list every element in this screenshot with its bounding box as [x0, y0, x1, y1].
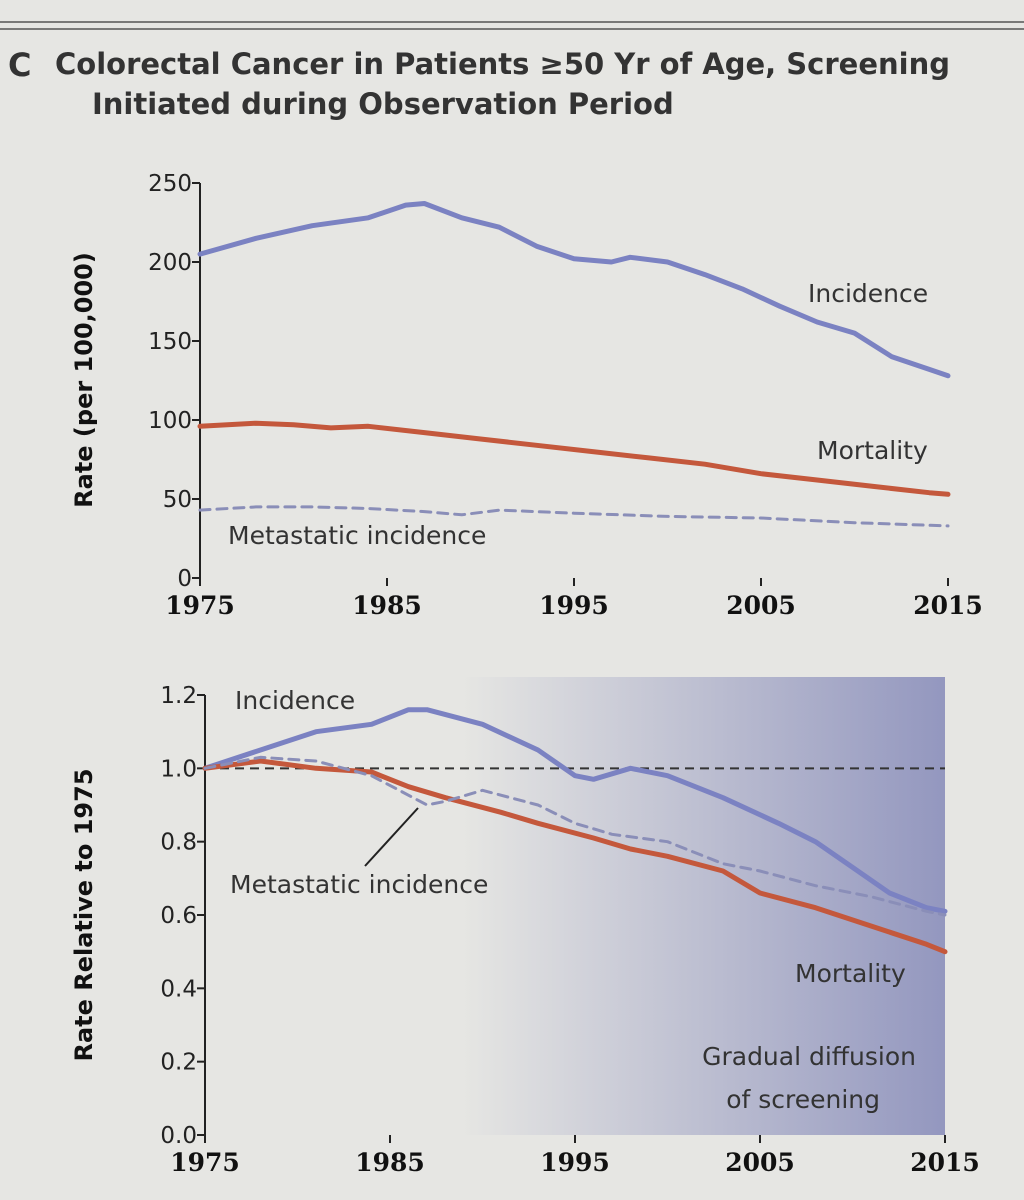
y-axis-label: Rate (per 100,000) [70, 252, 98, 508]
x-tick-label: 1985 [352, 591, 422, 620]
y-tick-label: 0.6 [160, 903, 197, 929]
y-tick-label: 0.4 [160, 976, 197, 1002]
label-mortality: Mortality [817, 436, 928, 465]
shaded-label-line2: of screening [726, 1085, 880, 1114]
series-line-incidence [197, 201, 951, 379]
x-tick-label: 2015 [913, 591, 983, 620]
y-tick-label: 0.8 [160, 830, 197, 856]
series-line-incidence [202, 707, 948, 914]
y-tick-label: 250 [148, 171, 192, 197]
y-tick-label: 50 [163, 487, 192, 513]
series-line-mortality [202, 758, 948, 955]
y-axis-label: Rate Relative to 1975 [70, 768, 98, 1061]
figure-title-line1: Colorectal Cancer in Patients ≥50 Yr of … [55, 47, 950, 81]
y-tick-label: 0.2 [160, 1050, 197, 1076]
y-tick-label: 100 [148, 408, 192, 434]
x-tick-label: 1985 [355, 1148, 425, 1177]
series-line-metastatic-incidence [198, 505, 950, 528]
shaded-label-line1: Gradual diffusion [702, 1042, 916, 1071]
y-tick-label: 0.0 [160, 1123, 197, 1149]
series-line-mortality [197, 420, 951, 497]
chart-relative-rates: Rate Relative to 1975 Incidence Mortalit… [70, 677, 980, 1177]
label-metastatic: Metastatic incidence [230, 870, 488, 899]
y-tick-label: 1.2 [160, 683, 197, 709]
x-tick-label: 1975 [170, 1148, 240, 1177]
y-tick-label: 150 [148, 329, 192, 355]
chart-absolute-rates: Rate (per 100,000) Incidence Mortality M… [70, 171, 983, 620]
label-metastatic: Metastatic incidence [228, 521, 486, 550]
x-tick-label: 2005 [725, 1148, 795, 1177]
label-incidence: Incidence [235, 686, 355, 715]
x-tick-label: 2005 [726, 591, 796, 620]
metastatic-leader-line [364, 807, 419, 867]
label-incidence: Incidence [808, 279, 928, 308]
x-tick-label: 1975 [165, 591, 235, 620]
panel-letter: C [8, 46, 31, 84]
x-tick-label: 2015 [910, 1148, 980, 1177]
label-mortality: Mortality [795, 959, 906, 988]
y-tick-label: 0 [177, 566, 192, 592]
y-tick-label: 200 [148, 250, 192, 276]
series-line-metastatic-incidence [203, 755, 947, 917]
x-tick-label: 1995 [539, 591, 609, 620]
figure-title-line2: Initiated during Observation Period [92, 87, 674, 121]
y-tick-label: 1.0 [160, 756, 197, 782]
x-tick-label: 1995 [540, 1148, 610, 1177]
